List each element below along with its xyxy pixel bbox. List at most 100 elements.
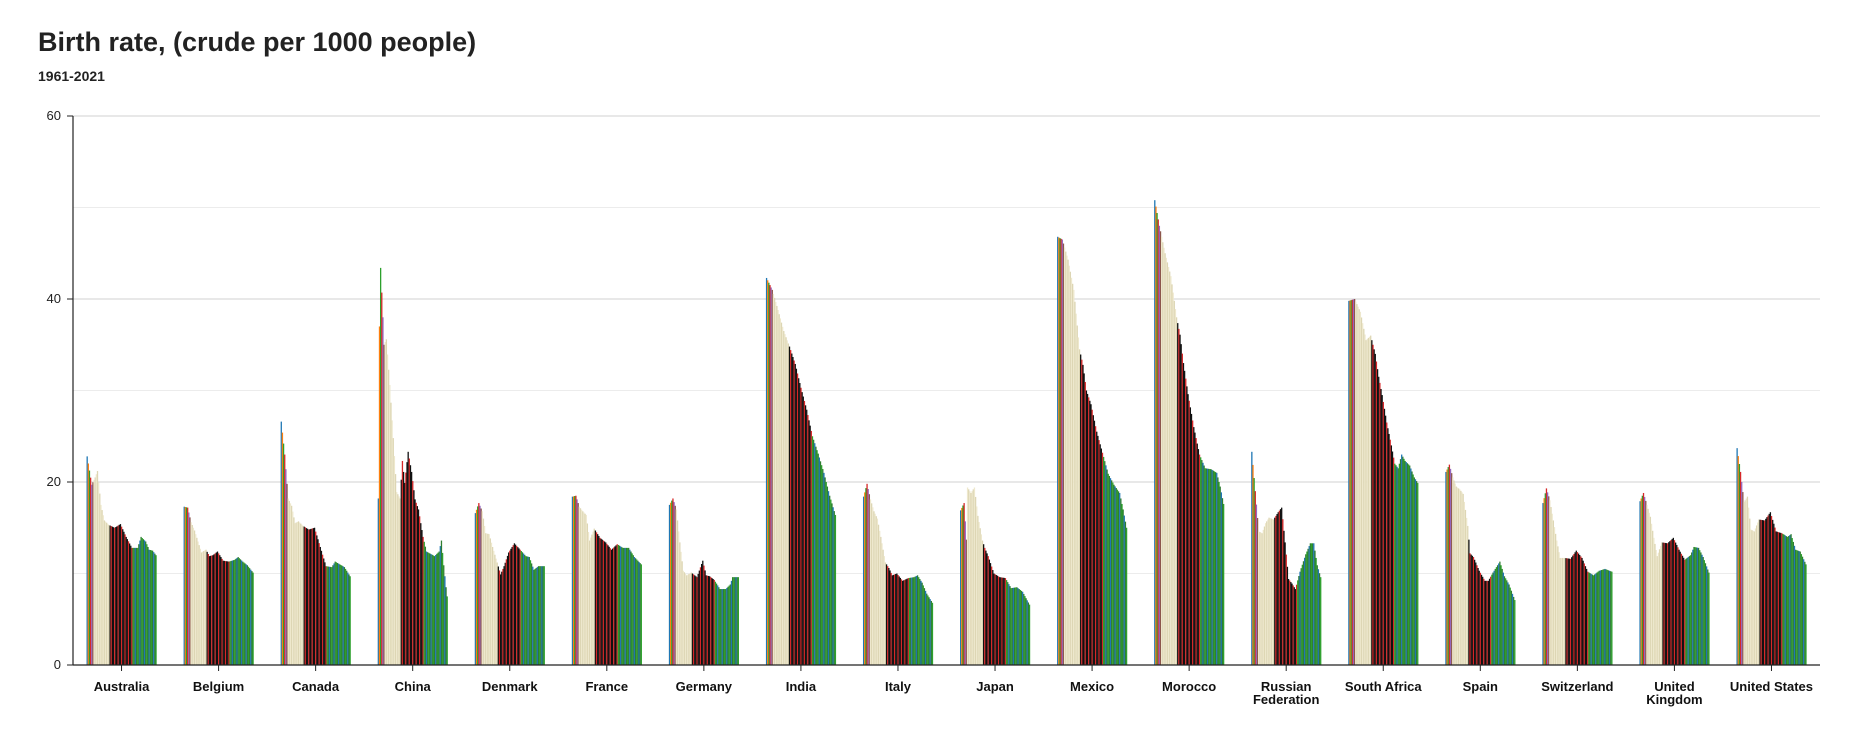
bar: [332, 565, 334, 665]
bar: [183, 506, 185, 665]
bar: [792, 357, 794, 665]
bar: [574, 496, 576, 665]
bar: [1299, 571, 1301, 665]
bar: [1268, 517, 1270, 665]
bar: [1406, 463, 1409, 665]
bar: [897, 574, 899, 665]
bar: [94, 477, 96, 665]
bar: [973, 487, 976, 665]
bar: [1166, 262, 1169, 665]
bar: [110, 526, 112, 665]
bar: [416, 506, 419, 665]
bar: [686, 575, 688, 665]
bar: [1611, 571, 1613, 665]
bar: [709, 576, 711, 665]
bar: [673, 502, 675, 665]
bar: [923, 588, 926, 665]
bar: [1001, 577, 1003, 665]
bar: [386, 354, 389, 665]
bar: [1413, 477, 1415, 665]
bar: [1125, 527, 1128, 665]
bar: [486, 533, 488, 665]
bar: [682, 570, 684, 665]
bar: [1163, 247, 1165, 665]
bar: [725, 589, 727, 665]
bar: [308, 529, 310, 665]
bar: [420, 523, 422, 665]
bar: [1310, 543, 1313, 665]
bar: [1274, 517, 1276, 665]
bar: [1671, 538, 1673, 665]
bar: [1448, 464, 1451, 665]
bar: [409, 465, 412, 665]
bar: [328, 566, 331, 665]
bar: [287, 498, 289, 665]
bar: [1260, 532, 1262, 665]
category-labels: Australia Belgium Canada China Denmark France…: [94, 679, 1813, 707]
bar: [123, 531, 125, 665]
bar: [1373, 349, 1375, 665]
bar: [827, 491, 830, 665]
bar: [1253, 478, 1255, 665]
bar: [1124, 521, 1127, 665]
bar: [510, 548, 512, 665]
bar: [892, 574, 895, 665]
bar: [1486, 580, 1488, 665]
bar: [687, 574, 689, 665]
bar: [1353, 299, 1356, 665]
bar: [1381, 395, 1383, 665]
bar: [600, 538, 602, 665]
bar: [242, 561, 244, 665]
bar: [1256, 517, 1259, 665]
bar: [107, 523, 109, 665]
bar: [1155, 206, 1157, 665]
bar: [1305, 554, 1307, 665]
bar: [1688, 556, 1691, 665]
bar: [296, 521, 298, 665]
bar: [1002, 577, 1004, 665]
bar: [1596, 572, 1598, 665]
bar: [611, 548, 614, 665]
bar: [1355, 301, 1357, 665]
bar: [1591, 574, 1594, 665]
bar: [1766, 517, 1768, 665]
bar: [398, 496, 400, 665]
bar: [1186, 386, 1188, 665]
bar: [511, 546, 513, 665]
bar: [151, 550, 154, 666]
x-tick-label: Spain: [1463, 679, 1498, 694]
bar: [245, 564, 247, 665]
bar: [1211, 469, 1213, 665]
bar: [1641, 495, 1644, 665]
bar: [1445, 471, 1447, 665]
bar: [595, 532, 598, 665]
bar: [413, 490, 415, 665]
bar: [534, 568, 536, 665]
bar: [1098, 440, 1100, 665]
bar: [1262, 529, 1264, 665]
bar: [203, 551, 205, 665]
bar: [390, 402, 392, 665]
bar: [384, 342, 386, 665]
bar: [1106, 469, 1108, 665]
bar: [533, 569, 535, 665]
bar: [1309, 543, 1312, 665]
bar: [893, 574, 896, 665]
bar: [714, 581, 717, 665]
bar: [1388, 433, 1390, 665]
bar: [226, 561, 228, 665]
bar: [1478, 570, 1480, 665]
bar: [1769, 512, 1772, 665]
bar: [1467, 525, 1469, 665]
bar: [914, 576, 916, 665]
bar: [1554, 533, 1557, 665]
bar: [201, 551, 204, 665]
bar: [793, 360, 795, 665]
bar: [1156, 212, 1158, 666]
bar: [1776, 531, 1778, 665]
bar: [405, 472, 407, 665]
bar: [1585, 568, 1588, 665]
bar: [910, 577, 912, 665]
bar: [571, 496, 574, 665]
bar: [1177, 323, 1179, 665]
